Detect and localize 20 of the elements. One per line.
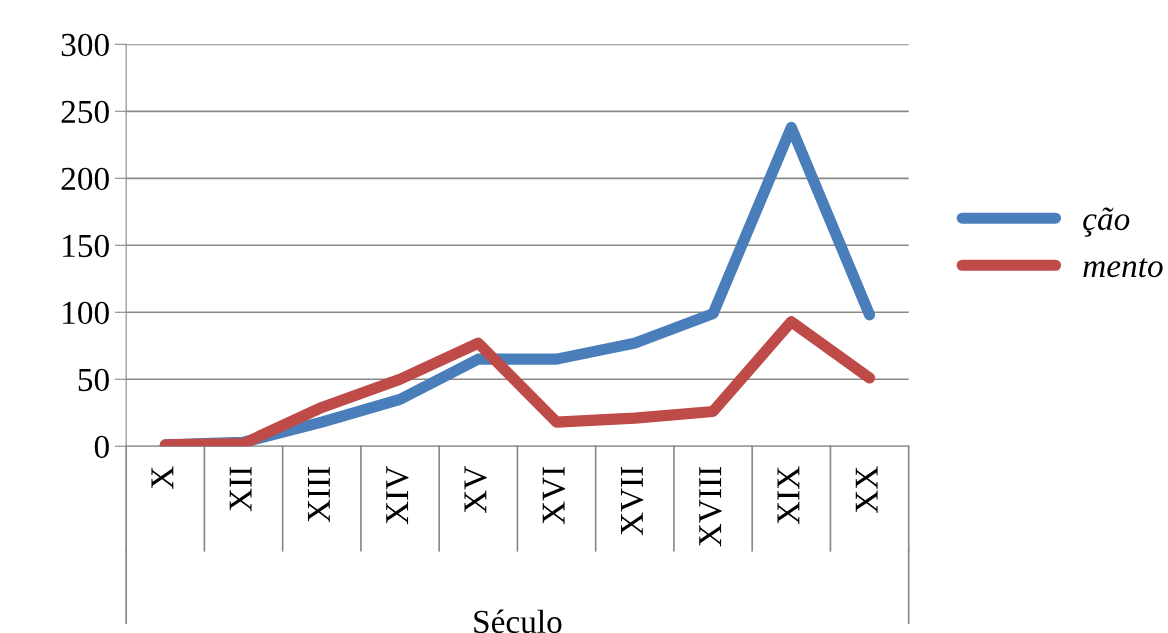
y-tick-label: 300 — [61, 33, 109, 57]
y-tick-label: 250 — [61, 100, 109, 124]
x-tick-label: XVI — [542, 466, 566, 525]
y-tick-label: 0 — [94, 435, 109, 459]
y-tick-label: 200 — [61, 167, 109, 191]
y-tick-label: 100 — [63, 301, 109, 325]
y-tick-label: 150 — [63, 234, 109, 258]
legend-label: mento — [1083, 258, 1163, 278]
x-tick-label: X — [151, 466, 174, 490]
x-tick-label: XX — [855, 466, 878, 514]
x-tick-label: XVII — [621, 466, 644, 536]
x-tick-label: XVIII — [699, 466, 722, 547]
x-tick-label: XIX — [777, 466, 800, 525]
x-tick-label: XII — [229, 466, 252, 512]
legend-label: ção — [1083, 207, 1130, 237]
x-tick-label: XIV — [386, 466, 409, 525]
x-tick-label: XV — [464, 466, 487, 514]
x-axis-title: Século — [474, 609, 562, 633]
x-tick-label: XIII — [307, 466, 330, 523]
y-tick-label: 50 — [78, 368, 109, 392]
